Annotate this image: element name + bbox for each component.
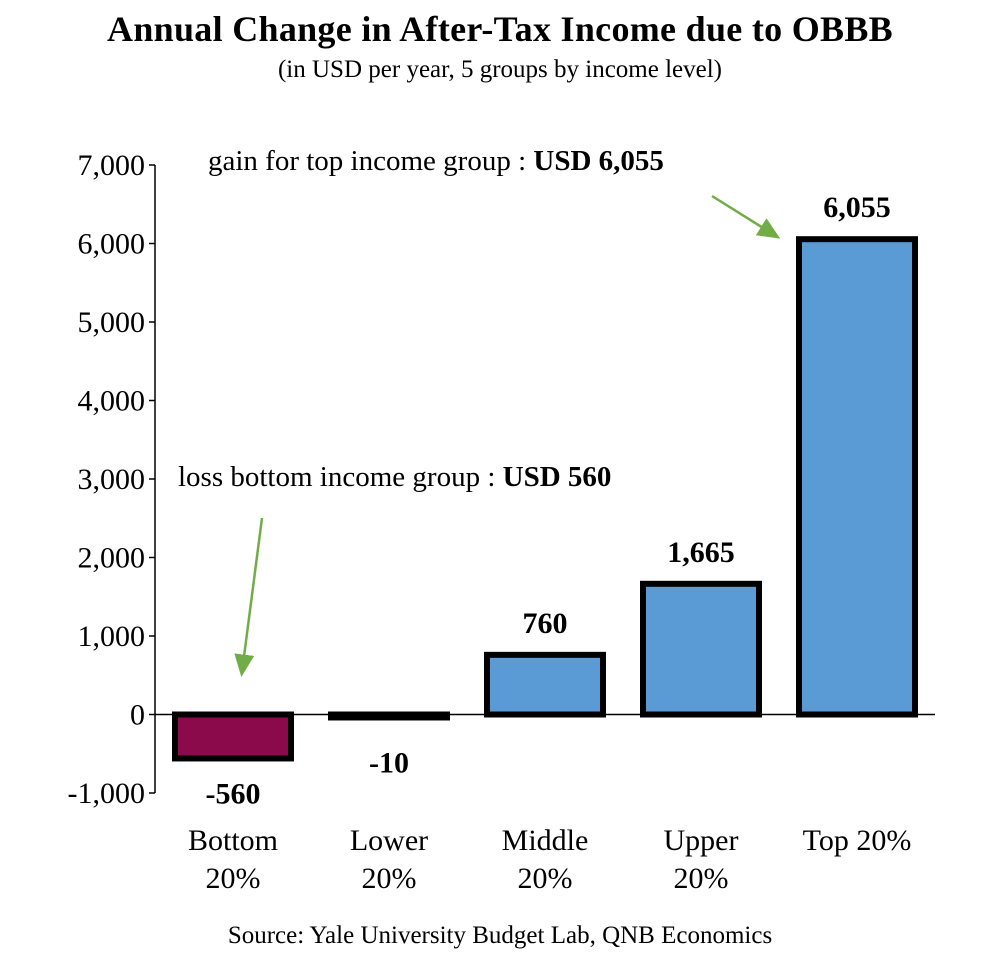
bar bbox=[640, 580, 762, 718]
category-label: Bottom bbox=[188, 824, 278, 857]
category-label: 20% bbox=[206, 862, 261, 895]
category-label: 20% bbox=[362, 862, 417, 895]
data-label: -10 bbox=[369, 747, 409, 780]
y-tick-label: 4,000 bbox=[78, 385, 146, 418]
data-label: -560 bbox=[206, 777, 261, 810]
y-tick-label: 5,000 bbox=[78, 306, 146, 339]
annotation-bottom-loss: loss bottom income group : USD 560 bbox=[178, 461, 611, 493]
chart-title: Annual Change in After-Tax Income due to… bbox=[107, 9, 893, 49]
annotation-arrow bbox=[234, 517, 264, 677]
category-label: 20% bbox=[518, 862, 573, 895]
data-label: 1,665 bbox=[667, 536, 735, 569]
data-label: 6,055 bbox=[823, 191, 891, 224]
annotation-top-gain: gain for top income group : USD 6,055 bbox=[208, 145, 664, 177]
y-tick-label: 7,000 bbox=[78, 149, 146, 182]
category-label: Middle bbox=[502, 824, 589, 857]
category-label: Upper bbox=[664, 824, 739, 857]
category-label: 20% bbox=[674, 862, 729, 895]
source-note: Source: Yale University Budget Lab, QNB … bbox=[227, 922, 773, 949]
y-tick-label: 0 bbox=[130, 699, 145, 732]
bar bbox=[484, 651, 606, 718]
category-label: Lower bbox=[350, 824, 428, 857]
bar bbox=[796, 236, 918, 718]
y-tick-label: 3,000 bbox=[78, 463, 146, 496]
bar bbox=[328, 711, 450, 721]
data-label: 760 bbox=[523, 607, 568, 640]
bar bbox=[172, 711, 294, 762]
y-tick-label: 1,000 bbox=[78, 620, 146, 653]
chart-subtitle: (in USD per year, 5 groups by income lev… bbox=[277, 56, 723, 83]
annotation-arrow bbox=[711, 194, 781, 239]
y-tick-label: 2,000 bbox=[78, 542, 146, 575]
y-tick-label: -1,000 bbox=[68, 777, 146, 810]
y-tick-label: 6,000 bbox=[78, 228, 146, 261]
category-label: Top 20% bbox=[803, 824, 912, 857]
